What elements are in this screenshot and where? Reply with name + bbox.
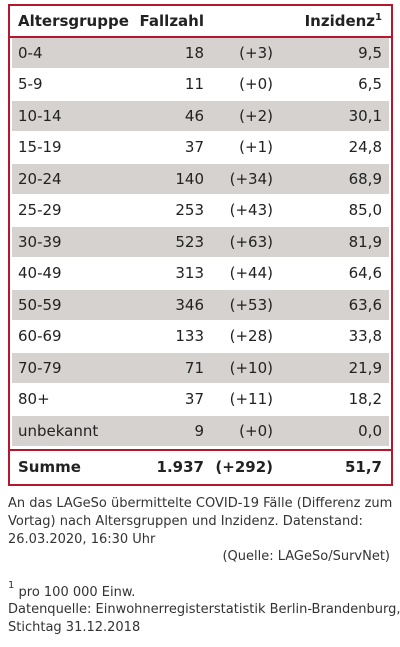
table-cell: 80+ (18, 390, 50, 409)
table-row: 25-29 253 (+43) 85,0 (10, 195, 391, 227)
table-cell: 68,9 (348, 169, 382, 188)
table-cell: 15-19 (18, 138, 62, 157)
caption-line: Vortag) nach Altersgruppen und Inzidenz.… (8, 514, 363, 529)
table-row: unbekannt 9 (+0) 0,0 (10, 415, 391, 447)
total-cell: 1.937 (156, 457, 204, 476)
table-cell: 81,9 (348, 232, 382, 251)
table-row: 5-9 11 (+0) 6,5 (10, 69, 391, 101)
table-cell: (+43) (229, 201, 273, 220)
table-cell: (+34) (229, 169, 273, 188)
table-cell: 313 (175, 264, 204, 283)
table-cell: (+28) (229, 327, 273, 346)
table-cell: 46 (184, 106, 204, 125)
table-cell: 33,8 (348, 327, 382, 346)
table-cell: (+1) (239, 138, 273, 157)
table-cell: 85,0 (348, 201, 382, 220)
table-cell: 70-79 (18, 358, 62, 377)
table-row: 20-24 140 (+34) 68,9 (10, 163, 391, 195)
header-cell: Altersgruppe (18, 6, 129, 36)
table-cell: (+0) (239, 421, 273, 440)
table-row: 60-69 133 (+28) 33,8 (10, 321, 391, 353)
total-cell: (+292) (215, 457, 273, 476)
table-cell: (+63) (229, 232, 273, 251)
table-row: 15-19 37 (+1) 24,8 (10, 132, 391, 164)
table-cell: (+44) (229, 264, 273, 283)
data-source-line: Datenquelle: Einwohnerregisterstatistik … (8, 602, 400, 617)
caption-line: 26.03.2020, 16:30 Uhr (8, 532, 156, 547)
total-divider (10, 448, 391, 451)
table-row: 0-4 18 (+3) 9,5 (10, 37, 391, 69)
header-divider (10, 36, 391, 38)
table-cell: 71 (184, 358, 204, 377)
table-row: 70-79 71 (+10) 21,9 (10, 352, 391, 384)
total-row: Summe 1.937 (+292) 51,7 (10, 452, 391, 482)
table-cell: 30,1 (348, 106, 382, 125)
table-cell: (+53) (229, 295, 273, 314)
table-cell: (+2) (239, 106, 273, 125)
table-cell: 21,9 (348, 358, 382, 377)
table-row: 40-49 313 (+44) 64,6 (10, 258, 391, 290)
table: Altersgruppe Fallzahl Inzidenz 1 0-4 18 (+3) 9,… (8, 4, 393, 486)
footnote-marker: 1 (8, 579, 15, 591)
table-cell: unbekannt (18, 421, 99, 440)
table-cell: 11 (184, 75, 204, 94)
table-cell: 20-24 (18, 169, 62, 188)
table-cell: 24,8 (348, 138, 382, 157)
table-cell: 0-4 (18, 43, 43, 62)
header-text: Fallzahl (139, 12, 204, 30)
footnote: 1 pro 100 000 Einw. (8, 580, 136, 600)
header-cell: Fallzahl (140, 6, 204, 36)
table-cell: (+10) (229, 358, 273, 377)
table-cell: 18 (184, 43, 204, 62)
table-cell: (+0) (239, 75, 273, 94)
table-cell: 346 (175, 295, 204, 314)
header-cell: Inzidenz 1 (304, 12, 382, 30)
table-cell: 9 (194, 421, 204, 440)
footnote-text: pro 100 000 Einw. (18, 585, 136, 600)
table-cell: 25-29 (18, 201, 62, 220)
table-cell: 60-69 (18, 327, 62, 346)
table-cell: 523 (175, 232, 204, 251)
table-row: 10-14 46 (+2) 30,1 (10, 100, 391, 132)
table-cell: (+3) (239, 43, 273, 62)
table-cell: 9,5 (358, 43, 382, 62)
table-cell: 37 (184, 138, 204, 157)
source: (Quelle: LAGeSo/SurvNet) (222, 549, 390, 564)
table-cell: 37 (184, 390, 204, 409)
table-cell: 10-14 (18, 106, 62, 125)
table-cell: 18,2 (348, 390, 382, 409)
table-cell: 64,6 (348, 264, 382, 283)
table-row: 80+ 37 (+11) 18,2 (10, 384, 391, 416)
table-row: 50-59 346 (+53) 63,6 (10, 289, 391, 321)
table-cell: 63,6 (348, 295, 382, 314)
table-cell: 50-59 (18, 295, 62, 314)
table-cell: 6,5 (358, 75, 382, 94)
data-source-line: Stichtag 31.12.2018 (8, 620, 141, 635)
total-cell: 51,7 (344, 457, 382, 476)
header-text: Inzidenz (304, 12, 376, 30)
table-cell: 5-9 (18, 75, 43, 94)
table-row: 30-39 523 (+63) 81,9 (10, 226, 391, 258)
table-cell: (+11) (229, 390, 273, 409)
table-cell: 133 (175, 327, 204, 346)
table-cell: 253 (175, 201, 204, 220)
table-cell: 0,0 (358, 421, 382, 440)
table-cell: 40-49 (18, 264, 62, 283)
caption-line: An das LAGeSo übermittelte COVID-19 Fäll… (8, 496, 393, 511)
table-cell: 140 (175, 169, 204, 188)
table-cell: 30-39 (18, 232, 62, 251)
header-row: Altersgruppe Fallzahl Inzidenz 1 (10, 6, 391, 36)
total-cell: Summe (18, 457, 81, 476)
header-text: Altersgruppe (18, 12, 129, 30)
